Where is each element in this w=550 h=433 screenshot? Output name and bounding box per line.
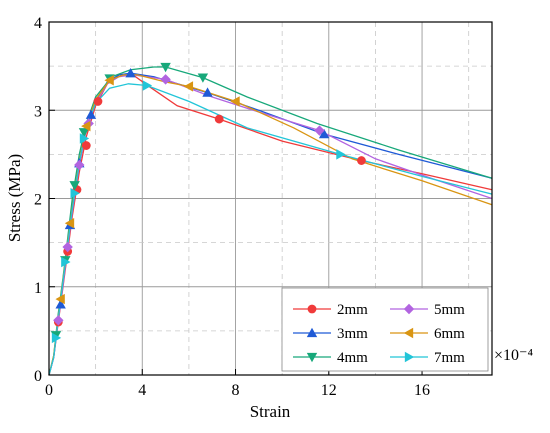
series-lines [48, 66, 493, 376]
x-tick-labels: 0 4 8 12 16 [45, 382, 430, 399]
data-point-7mm [70, 188, 80, 199]
x-axis-label: Strain [250, 402, 291, 421]
y-tick-label: 3 [34, 103, 42, 120]
legend-label: 4mm [337, 350, 368, 366]
legend: 2mm 3mm 4mm 5mm 6mm 7mm [281, 287, 489, 372]
y-tick-label: 2 [34, 192, 42, 209]
y-axis-label: Stress (MPa) [5, 154, 24, 242]
data-point-5mm [74, 159, 85, 171]
legend-label: 6mm [434, 326, 465, 342]
data-point-5mm [314, 125, 325, 136]
x-tick-label: 4 [138, 382, 146, 399]
y-tick-label: 4 [34, 15, 42, 32]
data-point-3mm [55, 299, 66, 309]
data-point-6mm [64, 218, 75, 229]
legend-marker [404, 351, 415, 363]
data-point-2mm [93, 97, 103, 106]
legend-marker [306, 327, 318, 338]
data-point-4mm [160, 62, 171, 73]
data-point-7mm [79, 133, 90, 144]
data-point-6mm [81, 120, 91, 132]
series-markers [50, 62, 366, 344]
data-point-7mm [61, 256, 71, 268]
data-point-2mm [81, 141, 91, 150]
legend-marker [403, 327, 414, 339]
legend-label: 5mm [434, 302, 465, 318]
legend-marker [306, 352, 318, 363]
data-point-7mm [142, 80, 153, 91]
data-point-7mm [336, 149, 346, 160]
legend-marker [307, 304, 317, 314]
legend-label: 3mm [337, 326, 368, 342]
data-point-6mm [183, 81, 194, 92]
data-point-4mm [78, 128, 90, 138]
y-tick-label: 0 [34, 368, 42, 385]
legend-label: 7mm [434, 350, 465, 366]
y-tick-labels: 0 1 2 3 4 [34, 15, 42, 385]
data-point-7mm [51, 332, 62, 344]
data-point-5mm [160, 74, 171, 85]
data-point-4mm [69, 181, 80, 191]
x-axis-multiplier: ×10⁻⁴ [494, 347, 533, 364]
data-point-6mm [230, 96, 240, 107]
legend-label: 2mm [337, 302, 368, 318]
legend-marker [403, 303, 415, 315]
x-tick-label: 8 [232, 382, 240, 399]
data-point-3mm [318, 128, 330, 139]
data-point-3mm [85, 109, 97, 119]
axis-ticks [48, 21, 423, 376]
data-point-4mm [197, 73, 209, 83]
data-point-5mm [62, 241, 73, 253]
x-tick-label: 12 [321, 382, 337, 399]
data-point-5mm [53, 315, 64, 326]
data-point-6mm [55, 293, 65, 305]
x-tick-label: 0 [45, 382, 53, 399]
data-point-2mm [357, 156, 366, 165]
x-tick-label: 16 [414, 382, 430, 399]
data-point-3mm [125, 67, 136, 78]
data-point-6mm [104, 75, 114, 86]
y-tick-label: 1 [34, 280, 42, 297]
data-point-3mm [202, 87, 213, 97]
data-point-2mm [214, 114, 224, 124]
